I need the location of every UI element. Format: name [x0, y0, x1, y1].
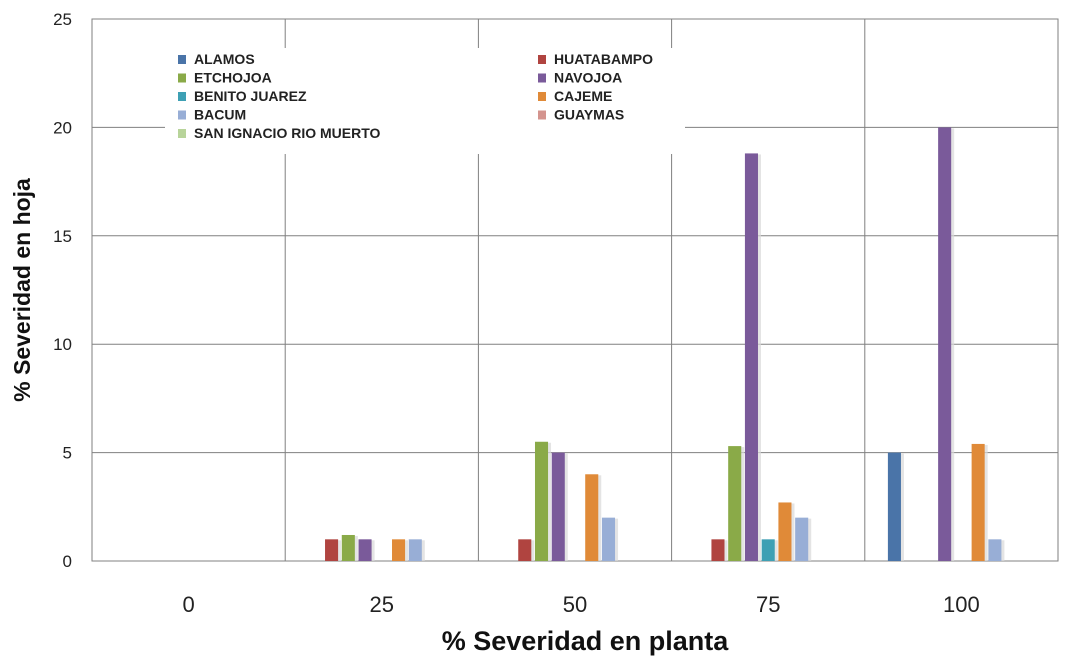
y-tick-label: 5: [63, 444, 72, 463]
legend-label: HUATABAMPO: [554, 51, 653, 67]
y-tick-label: 15: [53, 227, 72, 246]
legend-swatch: [538, 55, 546, 64]
x-tick-label: 50: [563, 592, 587, 617]
bar: [778, 502, 792, 561]
legend-label: CAJEME: [554, 88, 612, 104]
bar: [988, 539, 1002, 561]
bar: [408, 539, 422, 561]
legend-label: BENITO JUAREZ: [194, 88, 307, 104]
legend-label: ALAMOS: [194, 51, 255, 67]
legend-swatch: [178, 129, 186, 138]
legend-swatch: [538, 73, 546, 83]
bar: [325, 539, 339, 561]
legend-label: BACUM: [194, 107, 246, 123]
legend-label: GUAYMAS: [554, 107, 624, 123]
bar: [341, 534, 355, 561]
y-tick-labels: 0 5 10 15 20 25: [53, 10, 72, 571]
legend-label: NAVOJOA: [554, 70, 622, 86]
bar: [585, 474, 599, 561]
x-axis-title: % Severidad en planta: [442, 626, 730, 656]
legend-label: ETCHOJOA: [194, 70, 272, 86]
legend: ALAMOS HUATABAMPO ETCHOJOA NAVOJOA BENITO JU…: [165, 48, 685, 154]
bar: [761, 539, 775, 561]
x-tick-label: 25: [370, 592, 394, 617]
x-tick-label: 100: [943, 592, 980, 617]
bar: [518, 539, 532, 561]
bar: [392, 539, 406, 561]
bar: [887, 452, 901, 561]
bar: [971, 443, 985, 561]
legend-label: SAN IGNACIO RIO MUERTO: [194, 125, 381, 141]
y-axis-title: % Severidad en hoja: [9, 178, 35, 402]
x-tick-label: 75: [756, 592, 780, 617]
legend-swatch: [178, 92, 186, 101]
bar: [551, 452, 565, 561]
bar: [358, 539, 372, 561]
bar: [795, 517, 809, 561]
bar: [744, 153, 758, 561]
x-tick-label: 0: [182, 592, 194, 617]
y-tick-label: 25: [53, 10, 72, 29]
bar: [728, 446, 742, 561]
legend-swatch: [178, 110, 186, 120]
legend-swatch: [178, 73, 186, 83]
bar: [938, 127, 952, 562]
legend-swatch: [538, 92, 546, 101]
legend-swatch: [538, 110, 546, 120]
y-tick-label: 0: [63, 552, 72, 571]
bar: [601, 517, 616, 561]
y-tick-label: 10: [53, 335, 72, 354]
x-tick-labels: 0 25 50 75 100: [182, 592, 979, 617]
bar: [711, 539, 725, 561]
bar: [534, 441, 549, 561]
legend-swatch: [178, 55, 186, 64]
legend-box: [165, 48, 685, 154]
bars: [325, 127, 1005, 562]
y-tick-label: 20: [53, 118, 72, 137]
